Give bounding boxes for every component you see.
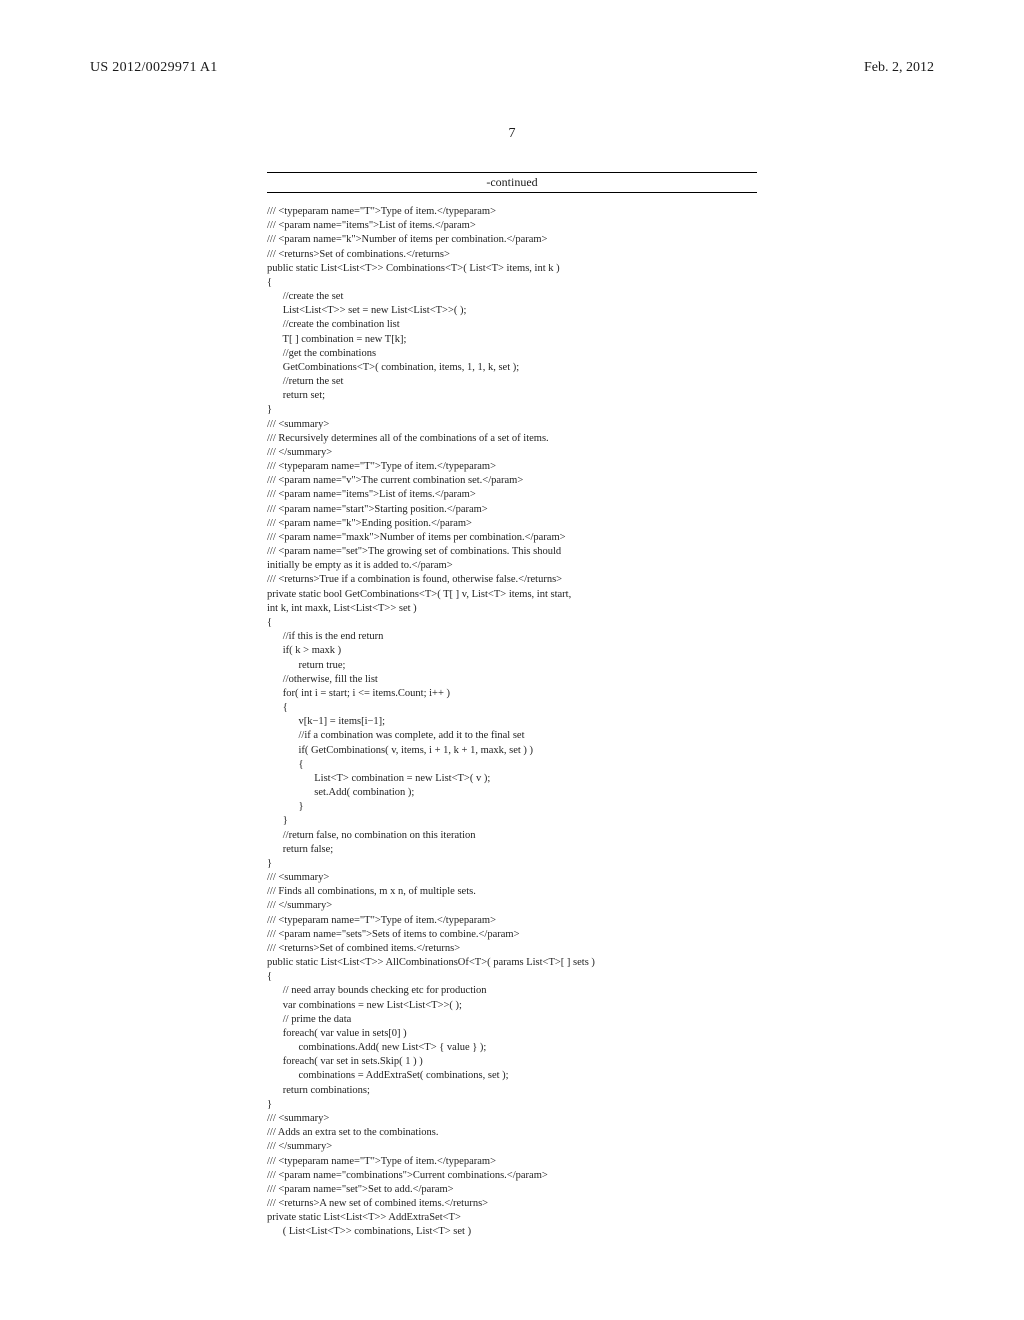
continued-label: -continued (267, 172, 757, 193)
code-listing: /// <typeparam name="T">Type of item.</t… (267, 205, 757, 1240)
continued-wrapper: -continued (267, 172, 757, 193)
page-header: US 2012/0029971 A1 Feb. 2, 2012 (90, 60, 934, 76)
publication-date: Feb. 2, 2012 (864, 60, 934, 76)
page-number: 7 (90, 126, 934, 142)
publication-number: US 2012/0029971 A1 (90, 60, 218, 76)
